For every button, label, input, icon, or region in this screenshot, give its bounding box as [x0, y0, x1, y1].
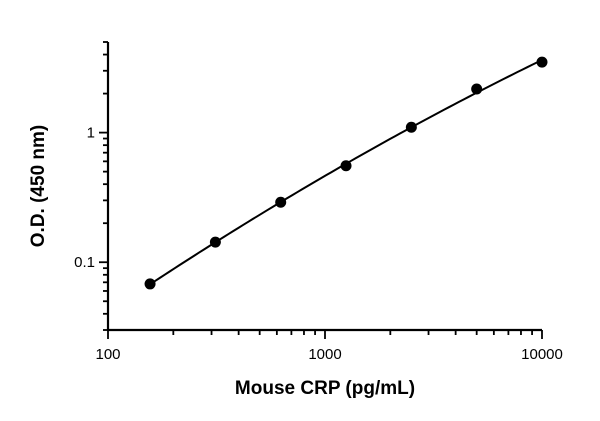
x-tick-label-1000: 1000	[308, 346, 341, 363]
data-point	[209, 236, 221, 248]
data-point	[144, 278, 156, 290]
data-points	[144, 56, 548, 290]
data-point	[536, 56, 548, 68]
y-axis-title: O.D. (450 nm)	[28, 125, 49, 247]
x-tick-label-10000: 10000	[521, 346, 563, 363]
ticks	[99, 41, 543, 339]
tick-labels: 100 1000 10000 0.1 1	[74, 125, 563, 363]
data-point	[275, 196, 287, 208]
y-tick-label-0-1: 0.1	[74, 254, 95, 271]
data-point	[405, 121, 417, 133]
x-tick-label-100: 100	[95, 346, 120, 363]
y-tick-label-1: 1	[87, 125, 95, 142]
x-axis-title: Mouse CRP (pg/mL)	[235, 378, 415, 399]
data-point	[471, 83, 483, 95]
fit-curve	[149, 59, 543, 286]
data-point	[340, 160, 352, 172]
